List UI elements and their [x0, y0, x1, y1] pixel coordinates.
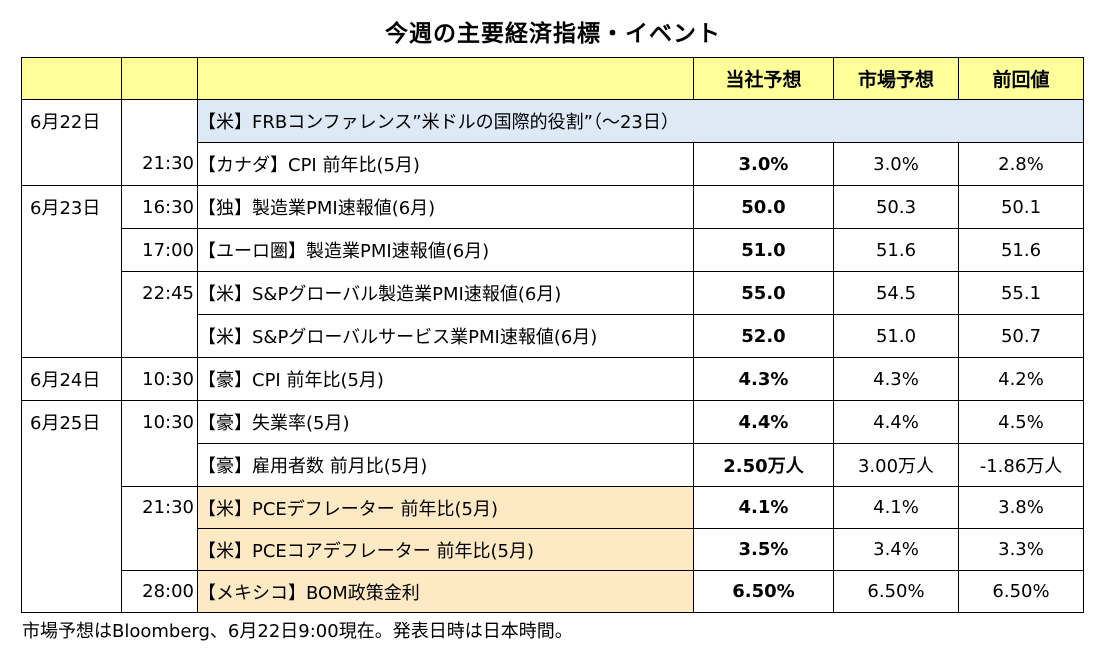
previous-value-cell: 2.8%: [958, 142, 1084, 186]
market-forecast-cell: 4.3%: [833, 357, 959, 401]
date-cell: [21, 314, 122, 358]
own-forecast-cell: 6.50%: [693, 570, 834, 613]
date-cell: [21, 142, 122, 186]
own-forecast-cell: 51.0: [693, 228, 834, 272]
time-cell: [121, 528, 198, 571]
market-forecast-cell: 3.00万人: [833, 443, 959, 487]
table-row: 【豪】雇用者数 前月比(5月) 2.50万人 3.00万人 -1.86万人: [21, 443, 1084, 487]
table-row: 21:30 【カナダ】CPI 前年比(5月) 3.0% 3.0% 2.8%: [21, 142, 1084, 186]
date-cell: [21, 486, 122, 529]
table-header-row: 当社予想 市場予想 前回値: [21, 57, 1084, 100]
event-cell: 【ユーロ圏】製造業PMI速報値(6月): [197, 228, 694, 272]
time-cell: 10:30: [121, 357, 198, 401]
header-own-forecast: 当社予想: [693, 57, 834, 100]
previous-value-cell: 55.1: [958, 271, 1084, 315]
time-cell: [121, 443, 198, 487]
own-forecast-cell: 3.0%: [693, 142, 834, 186]
time-cell: 10:30: [121, 400, 198, 444]
previous-value-cell: 6.50%: [958, 570, 1084, 613]
date-cell: [21, 271, 122, 315]
table-row: 6月22日 【米】FRBコンファレンス”米ドルの国際的役割”（～23日）: [21, 99, 1084, 143]
header-time-cell: [121, 57, 198, 100]
time-cell: 28:00: [121, 570, 198, 613]
event-cell: 【米】PCEコアデフレーター 前年比(5月): [197, 528, 694, 571]
page-title: 今週の主要経済指標・イベント: [385, 21, 721, 47]
event-cell: 【豪】雇用者数 前月比(5月): [197, 443, 694, 487]
date-cell: 6月24日: [21, 357, 122, 401]
events-table: 当社予想 市場予想 前回値 6月22日 【米】FRBコンファレンス”米ドルの国際…: [21, 57, 1084, 613]
date-cell: 6月23日: [21, 185, 122, 229]
own-forecast-cell: 55.0: [693, 271, 834, 315]
event-cell: 【豪】失業率(5月): [197, 400, 694, 444]
header-date-cell: [21, 57, 122, 100]
date-cell: [21, 228, 122, 272]
date-cell: [21, 528, 122, 571]
time-cell: [121, 314, 198, 358]
event-cell: 【独】製造業PMI速報値(6月): [197, 185, 694, 229]
table-row: 6月23日 16:30 【独】製造業PMI速報値(6月) 50.0 50.3 5…: [21, 185, 1084, 229]
own-forecast-cell: 4.4%: [693, 400, 834, 444]
table-row: 【米】S&Pグローバルサービス業PMI速報値(6月) 52.0 51.0 50.…: [21, 314, 1084, 358]
own-forecast-cell: 52.0: [693, 314, 834, 358]
table-row: 28:00 【メキシコ】BOM政策金利 6.50% 6.50% 6.50%: [21, 570, 1084, 613]
market-forecast-cell: 50.3: [833, 185, 959, 229]
table-row: 22:45 【米】S&Pグローバル製造業PMI速報値(6月) 55.0 54.5…: [21, 271, 1084, 315]
header-market-forecast: 市場予想: [833, 57, 959, 100]
previous-value-cell: 4.2%: [958, 357, 1084, 401]
time-cell: 21:30: [121, 142, 198, 186]
time-cell: 16:30: [121, 185, 198, 229]
date-cell: [21, 443, 122, 487]
previous-value-cell: -1.86万人: [958, 443, 1084, 487]
event-cell: 【豪】CPI 前年比(5月): [197, 357, 694, 401]
event-cell: 【カナダ】CPI 前年比(5月): [197, 142, 694, 186]
previous-value-cell: 3.3%: [958, 528, 1084, 571]
previous-value-cell: 50.1: [958, 185, 1084, 229]
footnote: 市場予想はBloomberg、6月22日9:00現在。発表日時は日本時間。: [22, 621, 573, 642]
event-cell: 【米】S&Pグローバルサービス業PMI速報値(6月): [197, 314, 694, 358]
previous-value-cell: 4.5%: [958, 400, 1084, 444]
market-forecast-cell: 51.6: [833, 228, 959, 272]
market-forecast-cell: 3.0%: [833, 142, 959, 186]
time-cell: [121, 99, 198, 143]
table-row: 21:30 【米】PCEデフレーター 前年比(5月) 4.1% 4.1% 3.8…: [21, 486, 1084, 529]
table-row: 6月25日 10:30 【豪】失業率(5月) 4.4% 4.4% 4.5%: [21, 400, 1084, 444]
market-forecast-cell: 54.5: [833, 271, 959, 315]
table-row: 【米】PCEコアデフレーター 前年比(5月) 3.5% 3.4% 3.3%: [21, 528, 1084, 571]
event-cell: 【米】S&Pグローバル製造業PMI速報値(6月): [197, 271, 694, 315]
own-forecast-cell: 4.3%: [693, 357, 834, 401]
own-forecast-cell: 4.1%: [693, 486, 834, 529]
time-cell: 17:00: [121, 228, 198, 272]
market-forecast-cell: 6.50%: [833, 570, 959, 613]
market-forecast-cell: 4.1%: [833, 486, 959, 529]
time-cell: 21:30: [121, 486, 198, 529]
time-cell: 22:45: [121, 271, 198, 315]
market-forecast-cell: 51.0: [833, 314, 959, 358]
header-previous: 前回値: [958, 57, 1084, 100]
own-forecast-cell: 3.5%: [693, 528, 834, 571]
table-row: 17:00 【ユーロ圏】製造業PMI速報値(6月) 51.0 51.6 51.6: [21, 228, 1084, 272]
previous-value-cell: 3.8%: [958, 486, 1084, 529]
own-forecast-cell: 2.50万人: [693, 443, 834, 487]
event-cell: 【米】FRBコンファレンス”米ドルの国際的役割”（～23日）: [197, 99, 1084, 143]
own-forecast-cell: 50.0: [693, 185, 834, 229]
event-cell: 【メキシコ】BOM政策金利: [197, 570, 694, 613]
previous-value-cell: 51.6: [958, 228, 1084, 272]
market-forecast-cell: 4.4%: [833, 400, 959, 444]
market-forecast-cell: 3.4%: [833, 528, 959, 571]
table-row: 6月24日 10:30 【豪】CPI 前年比(5月) 4.3% 4.3% 4.2…: [21, 357, 1084, 401]
date-cell: [21, 570, 122, 613]
event-cell: 【米】PCEデフレーター 前年比(5月): [197, 486, 694, 529]
previous-value-cell: 50.7: [958, 314, 1084, 358]
header-event-cell: [197, 57, 694, 100]
date-cell: 6月22日: [21, 99, 122, 143]
date-cell: 6月25日: [21, 400, 122, 444]
